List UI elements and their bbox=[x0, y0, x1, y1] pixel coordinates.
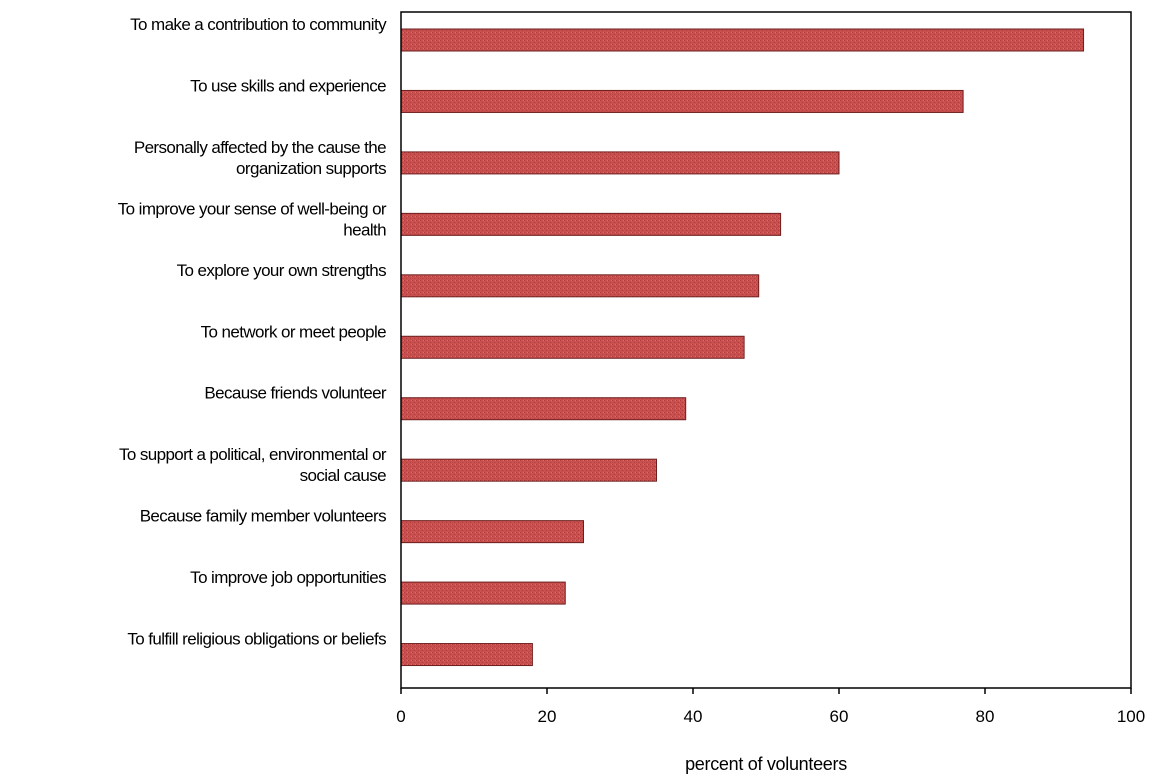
category-label-4: To explore your own strengths bbox=[177, 261, 386, 280]
category-label-line: social cause bbox=[300, 466, 386, 485]
category-label-line: Because friends volunteer bbox=[204, 384, 387, 403]
category-label-line: To make a contribution to community bbox=[130, 15, 387, 34]
bar-9 bbox=[400, 581, 566, 605]
plot-frame bbox=[400, 11, 1132, 689]
category-label-7: To support a political, environmental or… bbox=[119, 445, 387, 485]
category-label-8: Because family member volunteers bbox=[140, 507, 386, 526]
category-label-2: Personally affected by the cause the orga… bbox=[134, 138, 386, 178]
x-tick-label-5: 100 bbox=[1117, 707, 1145, 726]
category-label-line: Because family member volunteers bbox=[140, 507, 386, 526]
bar-5 bbox=[400, 335, 745, 359]
category-label-line: To use skills and experience bbox=[190, 76, 386, 95]
category-label-0: To make a contribution to community bbox=[130, 15, 387, 34]
x-axis-title: percent of volunteers bbox=[685, 754, 847, 774]
category-label-5: To network or meet people bbox=[201, 322, 386, 341]
category-label-line: To network or meet people bbox=[201, 322, 386, 341]
category-label-3: To improve your sense of well-being or he… bbox=[118, 199, 387, 239]
category-label-9: To improve job opportunities bbox=[190, 568, 386, 587]
x-tick-label-1: 20 bbox=[538, 707, 557, 726]
category-label-line: To explore your own strengths bbox=[177, 261, 386, 280]
category-label-line: To fulfill religious obligations or beli… bbox=[127, 630, 386, 649]
bar-10 bbox=[400, 643, 533, 667]
category-label-line: To improve your sense of well-being or bbox=[118, 199, 387, 218]
category-label-line: Personally affected by the cause the bbox=[134, 138, 386, 157]
category-label-1: To use skills and experience bbox=[190, 76, 386, 95]
bar-6 bbox=[400, 397, 687, 421]
category-label-6: Because friends volunteer bbox=[204, 384, 387, 403]
bar-1 bbox=[400, 89, 964, 113]
bar-0 bbox=[400, 28, 1085, 52]
category-label-line: To improve job opportunities bbox=[190, 568, 386, 587]
category-label-line: To support a political, environmental or bbox=[119, 445, 387, 464]
category-label-line: health bbox=[343, 220, 386, 239]
bar-7 bbox=[400, 458, 657, 482]
x-tick-label-3: 60 bbox=[830, 707, 849, 726]
bar-4 bbox=[400, 274, 760, 298]
bar-2 bbox=[400, 151, 840, 175]
bar-8 bbox=[400, 520, 584, 544]
x-tick-label-0: 0 bbox=[396, 707, 405, 726]
x-tick-label-4: 80 bbox=[976, 707, 995, 726]
x-tick-label-2: 40 bbox=[684, 707, 703, 726]
category-label-10: To fulfill religious obligations or beli… bbox=[127, 630, 386, 649]
category-label-line: organization supports bbox=[236, 159, 386, 178]
bar-3 bbox=[400, 212, 782, 236]
